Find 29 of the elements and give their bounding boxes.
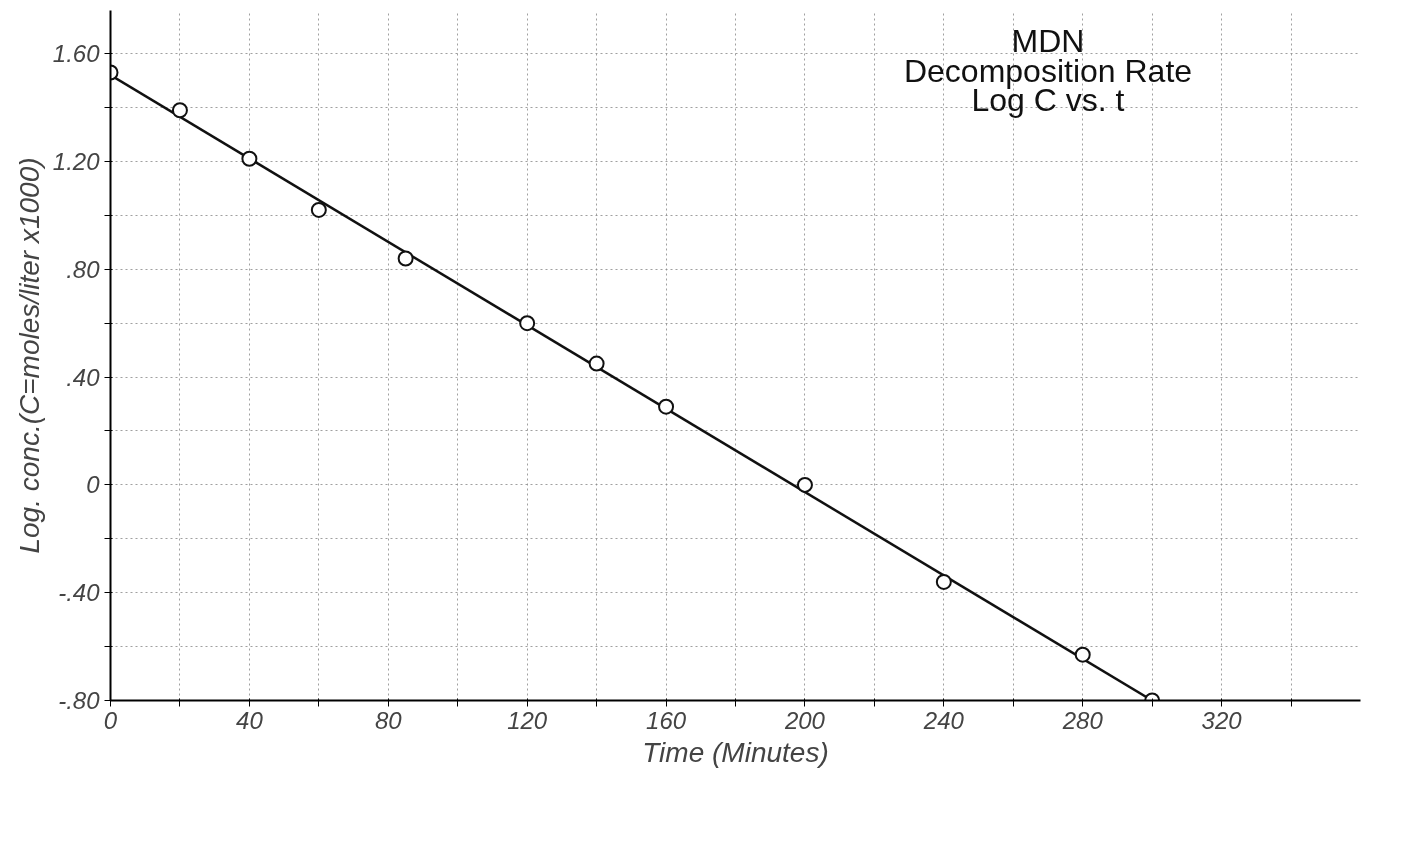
y-tick-label: .80 [66,255,101,283]
y-tick-label: -.80 [58,687,101,714]
point [171,102,188,119]
y-tick-label: 0 [86,471,101,499]
point [241,150,258,167]
x-tick-label: 40 [236,706,264,734]
y-tick-label: -.40 [58,579,101,607]
point [397,250,414,267]
x-tick-label: 320 [1201,706,1243,734]
x-tick-label: 240 [922,706,965,734]
x-tick-label: 200 [783,706,826,734]
point [658,398,675,415]
point [310,201,327,218]
point [588,355,605,372]
x-tick-label: 0 [103,706,118,734]
x-axis-title: Time (Minutes) [642,736,829,768]
point [1074,646,1091,663]
point [935,573,952,590]
text: MDN Decomposition Rate Log C vs. t [903,23,1193,119]
y-tick-label: .40 [66,363,101,391]
x-tick-label: 280 [1061,706,1104,734]
x-tick-label: 160 [646,706,687,734]
point [519,315,536,332]
x-tick-label: 120 [507,706,548,734]
y-tick-label: 1.20 [52,147,101,175]
y-axis-title: Log. conc.(C=moles/liter x1000) [13,157,45,554]
y-tick-label: 1.60 [52,40,101,68]
point [796,476,813,493]
x-tick-label: 80 [374,706,403,734]
